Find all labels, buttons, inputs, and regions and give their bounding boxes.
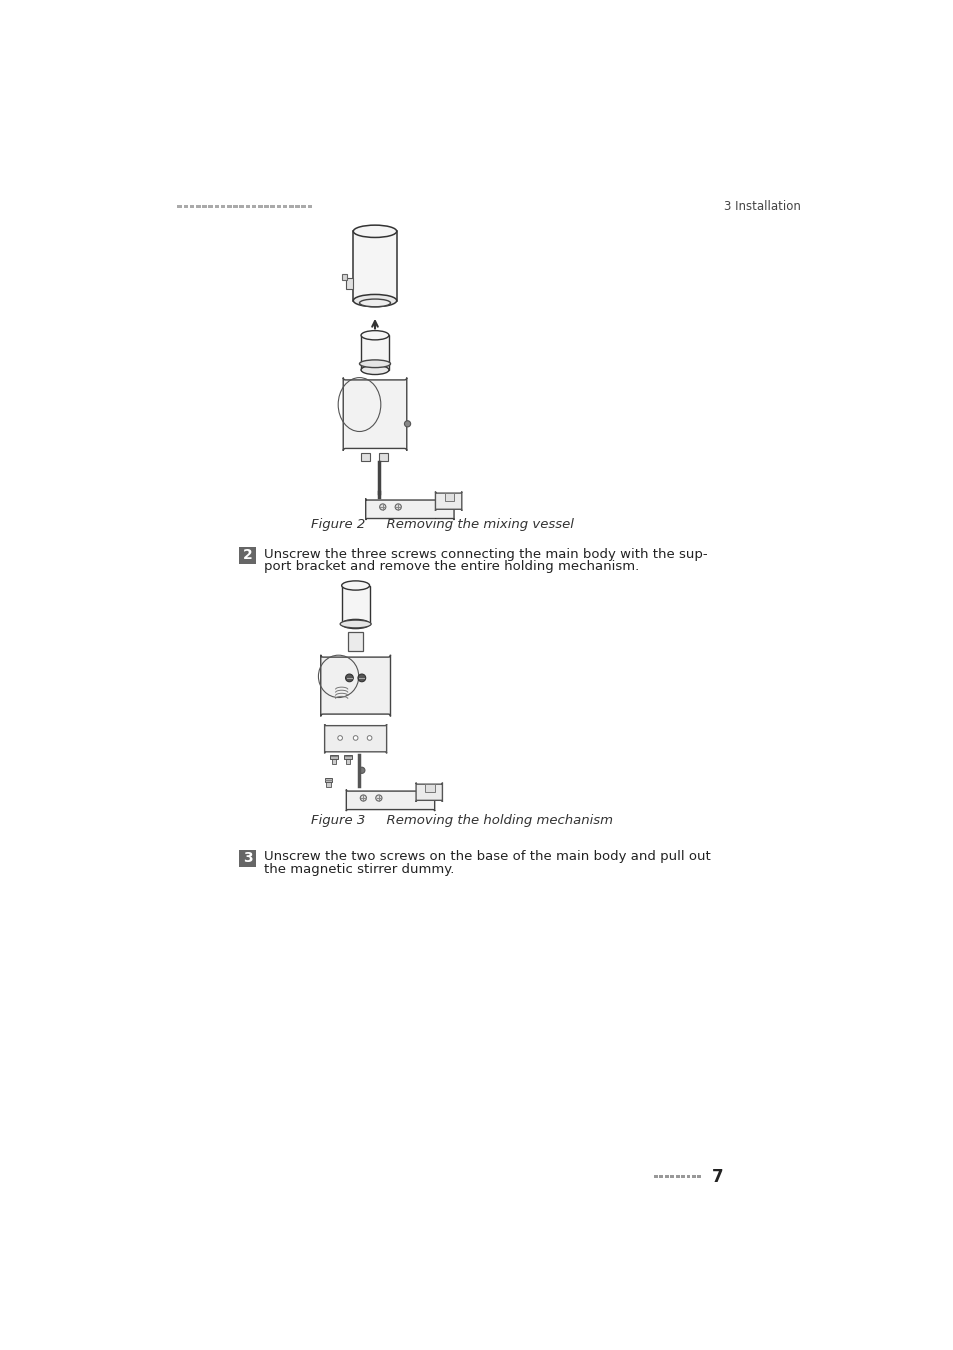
Text: Figure 3     Removing the holding mechanism: Figure 3 Removing the holding mechanism	[311, 814, 613, 828]
Bar	[664, 1176, 668, 1179]
Circle shape	[379, 504, 385, 510]
FancyBboxPatch shape	[324, 724, 386, 753]
Text: 3: 3	[243, 850, 253, 865]
Bar	[670, 1176, 674, 1179]
Bar	[324, 778, 332, 782]
FancyBboxPatch shape	[320, 655, 390, 717]
Text: port bracket and remove the entire holding mechanism.: port bracket and remove the entire holdi…	[264, 560, 639, 574]
Bar	[691, 1176, 695, 1179]
Circle shape	[358, 767, 365, 774]
Ellipse shape	[360, 366, 389, 374]
Bar	[360, 335, 389, 370]
Bar	[686, 1176, 690, 1179]
Bar	[444, 493, 454, 501]
Bar	[332, 755, 335, 764]
Bar	[330, 755, 337, 759]
Bar	[345, 278, 353, 289]
Bar	[680, 1176, 684, 1179]
Bar	[214, 205, 219, 208]
Bar	[342, 274, 347, 279]
Bar	[257, 205, 262, 208]
Ellipse shape	[359, 300, 390, 306]
Bar	[252, 205, 256, 208]
Circle shape	[353, 736, 357, 740]
Circle shape	[345, 674, 353, 682]
Bar	[239, 205, 244, 208]
Bar	[307, 205, 312, 208]
Ellipse shape	[340, 620, 371, 628]
Bar	[264, 205, 269, 208]
Bar	[190, 205, 194, 208]
Bar	[675, 1176, 679, 1179]
Bar	[378, 454, 388, 460]
Bar	[270, 205, 274, 208]
FancyBboxPatch shape	[346, 790, 435, 811]
FancyBboxPatch shape	[416, 783, 442, 802]
Bar	[245, 205, 250, 208]
Bar	[353, 231, 396, 301]
Bar	[425, 784, 435, 792]
Bar	[348, 632, 363, 651]
Bar	[195, 205, 200, 208]
Text: 3 Installation: 3 Installation	[722, 200, 800, 213]
Text: Figure 2     Removing the mixing vessel: Figure 2 Removing the mixing vessel	[311, 518, 574, 531]
Circle shape	[395, 504, 401, 510]
Circle shape	[360, 795, 366, 801]
FancyBboxPatch shape	[365, 498, 454, 520]
Text: Unscrew the three screws connecting the main body with the sup-: Unscrew the three screws connecting the …	[264, 548, 707, 560]
Bar	[654, 1176, 658, 1179]
Text: the magnetic stirrer dummy.: the magnetic stirrer dummy.	[264, 863, 454, 876]
Bar	[227, 205, 232, 208]
Bar	[345, 755, 350, 764]
Ellipse shape	[359, 360, 390, 367]
Bar	[220, 205, 225, 208]
Ellipse shape	[360, 331, 389, 340]
Bar	[239, 547, 256, 564]
Circle shape	[337, 736, 342, 740]
Bar	[289, 205, 294, 208]
Bar	[202, 205, 207, 208]
Circle shape	[357, 674, 365, 682]
Bar	[233, 205, 237, 208]
Circle shape	[404, 421, 410, 427]
Bar	[276, 205, 281, 208]
Ellipse shape	[353, 225, 396, 238]
Ellipse shape	[353, 294, 396, 306]
FancyBboxPatch shape	[435, 491, 461, 510]
Bar	[360, 454, 370, 460]
Bar	[282, 205, 287, 208]
Ellipse shape	[341, 620, 369, 629]
Ellipse shape	[341, 580, 369, 590]
Text: 2: 2	[243, 548, 253, 563]
Bar	[183, 205, 188, 208]
Text: 7: 7	[711, 1168, 723, 1185]
Bar	[177, 205, 182, 208]
Bar	[301, 205, 306, 208]
Circle shape	[375, 795, 381, 801]
Bar	[208, 205, 213, 208]
Bar	[326, 778, 331, 787]
Circle shape	[367, 736, 372, 740]
Text: Unscrew the two screws on the base of the main body and pull out: Unscrew the two screws on the base of th…	[264, 850, 710, 864]
FancyBboxPatch shape	[343, 378, 406, 451]
Bar	[294, 205, 299, 208]
Bar	[239, 849, 256, 867]
Bar	[659, 1176, 662, 1179]
Bar	[697, 1176, 700, 1179]
Bar	[344, 755, 352, 759]
Bar	[341, 586, 369, 624]
